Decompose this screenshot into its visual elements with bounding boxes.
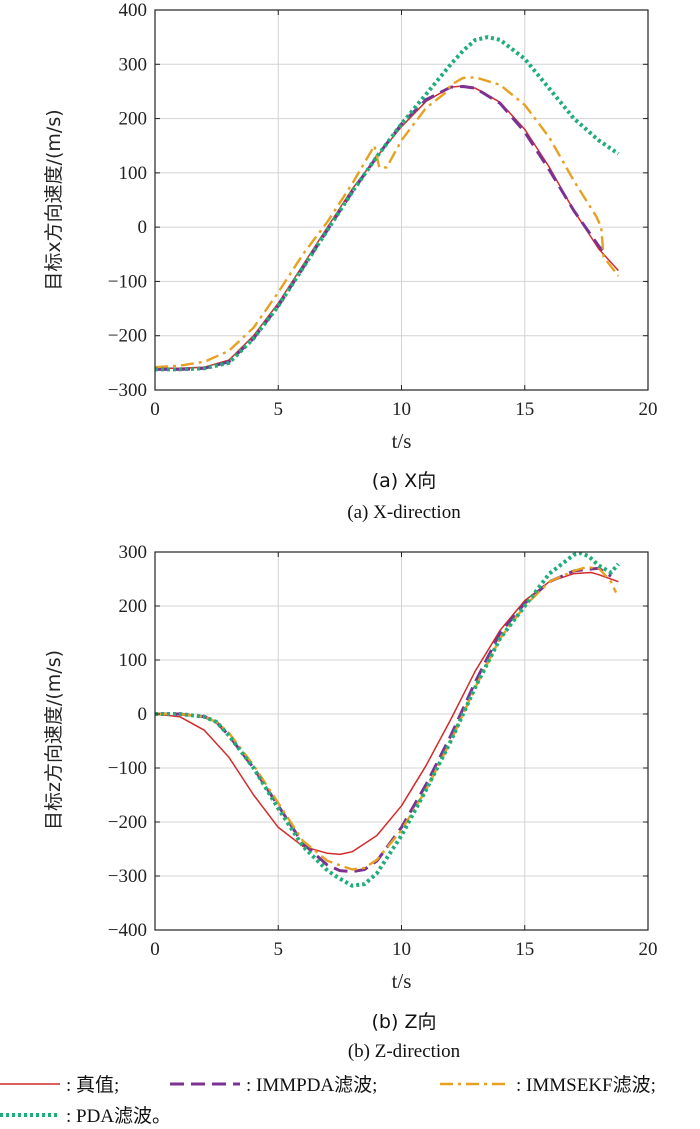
series-line-solid [155, 571, 619, 856]
y-tick-label: 0 [138, 704, 148, 725]
y-tick-label: −400 [108, 920, 147, 941]
y-tick-label: 100 [119, 163, 148, 184]
y-tick-label: −200 [108, 812, 147, 833]
caption-b-en: (b) Z-direction [348, 1041, 461, 1062]
y-tick-label: 200 [119, 109, 148, 130]
y-tick-label: −200 [108, 326, 147, 347]
x-axis-label: t/s [392, 429, 412, 453]
y-tick-label: −300 [108, 380, 147, 401]
legend-label: : IMMPDA滤波; [246, 1074, 377, 1096]
legend: : 真值; : IMMPDA滤波; : IMMSEKF滤波; : PDA滤波。 [0, 1074, 656, 1127]
series-line-dashed [155, 566, 612, 874]
legend-label: : PDA滤波。 [66, 1105, 171, 1127]
y-tick-label: 300 [119, 54, 148, 75]
series-line-dashdot [155, 76, 620, 369]
y-axis-label: 目标x方向速度/(m/s) [43, 109, 65, 290]
y-tick-label: −100 [108, 271, 147, 292]
x-tick-label: 15 [515, 399, 534, 420]
x-tick-label: 15 [515, 939, 534, 960]
x-tick-label: 5 [274, 399, 284, 420]
y-tick-label: −300 [108, 866, 147, 887]
panel-x-direction: 0 5 10 15 20 −300 −200 −100 0 100 200 300 400 目标x方向速度… [43, 0, 658, 453]
series-line-dashed [155, 85, 608, 371]
x-tick-label: 10 [392, 939, 411, 960]
x-axis-label: t/s [392, 969, 412, 993]
x-tick-label: 0 [150, 399, 160, 420]
y-tick-label: 200 [119, 596, 148, 617]
caption-a-en: (a) X-direction [347, 502, 461, 523]
series-line-dashdot [155, 565, 618, 871]
y-tick-label: 300 [119, 542, 148, 563]
x-tick-label: 5 [274, 939, 284, 960]
x-tick-label: 20 [639, 399, 658, 420]
y-tick-label: −100 [108, 758, 147, 779]
legend-label: : 真值; [66, 1074, 119, 1096]
caption-a-cn: (a) X向 [372, 470, 437, 492]
y-tick-label: 0 [138, 217, 148, 238]
y-tick-label: 100 [119, 650, 148, 671]
y-axis-label: 目标z方向速度/(m/s) [43, 650, 65, 830]
series-line-dotted [155, 35, 620, 372]
caption-b-cn: (b) Z向 [372, 1011, 437, 1033]
series-line-dotted [155, 552, 620, 888]
x-tick-label: 10 [392, 399, 411, 420]
legend-label: : IMMSEKF滤波; [516, 1074, 656, 1096]
x-tick-label: 20 [639, 939, 658, 960]
y-tick-label: 400 [119, 0, 148, 21]
panel-z-direction: 0 5 10 15 20 −400 −300 −200 −100 0 100 200 300 目标z方向速… [43, 542, 658, 993]
x-tick-label: 0 [150, 939, 160, 960]
